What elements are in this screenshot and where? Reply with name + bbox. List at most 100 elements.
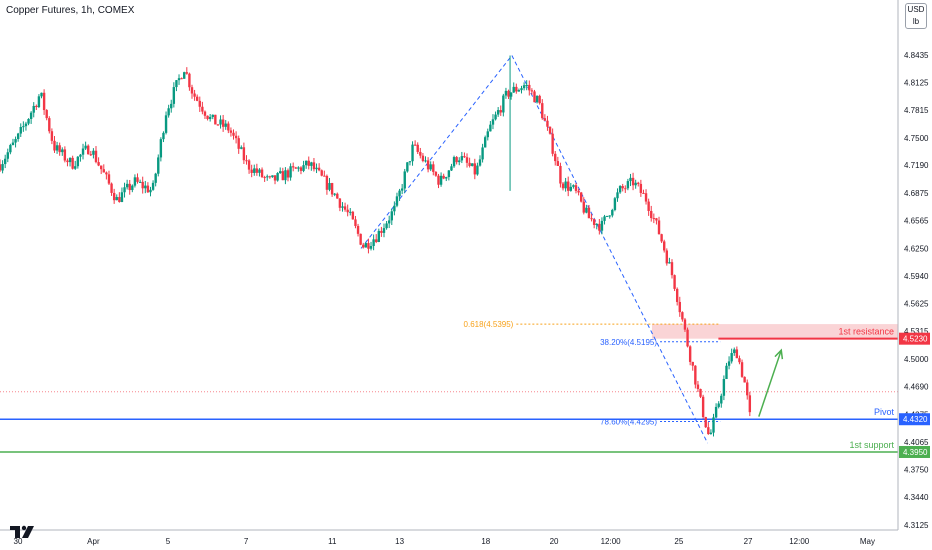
candle-body xyxy=(22,126,25,128)
candle-body xyxy=(491,119,495,125)
candle-body xyxy=(688,346,692,362)
candle-body xyxy=(151,182,155,190)
candle-body xyxy=(112,192,116,201)
candle-body xyxy=(489,124,492,132)
candle-body xyxy=(84,145,87,149)
candle-body xyxy=(188,73,191,88)
candle-body xyxy=(297,167,300,169)
candle-body xyxy=(224,123,227,127)
candle-body xyxy=(712,417,715,433)
candle-body xyxy=(572,185,575,187)
currency-unit-button[interactable]: USD lb xyxy=(905,3,927,29)
candle-body xyxy=(6,152,9,159)
candle-body xyxy=(377,230,381,242)
candle-body xyxy=(247,160,251,170)
price-tag xyxy=(899,332,930,345)
candle-body xyxy=(237,138,240,149)
candle-body xyxy=(694,365,697,385)
candle-body xyxy=(743,376,746,383)
candle-body xyxy=(294,167,297,169)
candle-body xyxy=(499,110,502,113)
price-tick-label: 4.7815 xyxy=(904,106,929,115)
candle-body xyxy=(284,170,287,181)
candle-body xyxy=(465,157,469,163)
candle-body xyxy=(333,193,336,195)
candle-body xyxy=(390,211,393,221)
tradingview-logo-icon[interactable] xyxy=(8,522,36,540)
price-tick-label: 4.3440 xyxy=(904,493,929,502)
candle-body xyxy=(683,319,687,330)
candle-body xyxy=(343,206,347,210)
candle-body xyxy=(286,170,290,178)
candle-body xyxy=(50,131,54,141)
price-tick-label: 4.7500 xyxy=(904,134,929,143)
candle-body xyxy=(203,111,207,116)
price-tick-label: 4.6250 xyxy=(904,244,929,253)
candle-body xyxy=(481,147,484,160)
candle-body xyxy=(0,164,2,171)
candle-body xyxy=(546,120,549,127)
candle-body xyxy=(496,110,500,115)
price-tag-label: 4.4320 xyxy=(903,415,928,424)
candle-body xyxy=(502,95,505,113)
candle-body xyxy=(416,144,419,152)
candle-body xyxy=(509,92,513,97)
candle-body xyxy=(214,114,217,125)
candle-body xyxy=(483,137,487,148)
candle-body xyxy=(621,186,624,189)
candle-body xyxy=(585,207,588,213)
candle-body xyxy=(696,384,700,389)
candle-body xyxy=(670,262,674,276)
price-tick-label: 4.8435 xyxy=(904,51,929,60)
candle-body xyxy=(35,105,38,108)
candle-body xyxy=(63,149,67,161)
candle-body xyxy=(328,183,331,190)
candle-body xyxy=(663,241,666,251)
level-name-label: 1st support xyxy=(849,440,894,450)
candle-body xyxy=(149,189,152,193)
candle-body xyxy=(486,131,489,138)
candle-body xyxy=(307,160,310,166)
candle-body xyxy=(89,154,93,156)
candle-body xyxy=(193,93,196,97)
candle-body xyxy=(61,149,64,153)
candle-body xyxy=(733,349,736,354)
candle-body xyxy=(123,187,126,193)
candle-body xyxy=(53,140,56,151)
candle-body xyxy=(631,177,635,186)
candle-body xyxy=(320,170,323,176)
candle-body xyxy=(24,123,28,127)
candle-body xyxy=(107,174,111,184)
candle-body xyxy=(362,244,365,248)
candle-body xyxy=(618,186,622,193)
candle-body xyxy=(494,114,497,120)
candle-body xyxy=(234,135,238,139)
candle-body xyxy=(255,168,259,173)
candle-body xyxy=(559,165,562,184)
candle-body xyxy=(131,185,134,191)
candle-body xyxy=(382,228,386,233)
candle-body xyxy=(211,114,214,117)
candle-body xyxy=(364,243,368,248)
candle-body xyxy=(704,417,707,428)
candle-body xyxy=(512,86,515,93)
candle-body xyxy=(385,223,388,229)
price-tick-label: 4.5625 xyxy=(904,300,929,309)
candle-body xyxy=(349,211,352,213)
candle-body xyxy=(341,206,344,208)
candle-body xyxy=(227,123,230,131)
candle-body xyxy=(310,162,313,166)
candle-body xyxy=(652,218,656,220)
candle-body xyxy=(323,175,326,177)
candle-body xyxy=(432,164,435,172)
candle-body xyxy=(3,158,7,165)
candle-body xyxy=(183,72,186,79)
price-tick-label: 4.5000 xyxy=(904,355,929,364)
candle-body xyxy=(37,96,41,108)
candle-body xyxy=(162,132,165,140)
chart-title: Copper Futures, 1h, COMEX xyxy=(6,5,135,16)
candle-body xyxy=(530,90,534,92)
candle-body xyxy=(644,193,648,202)
candle-body xyxy=(730,353,733,362)
